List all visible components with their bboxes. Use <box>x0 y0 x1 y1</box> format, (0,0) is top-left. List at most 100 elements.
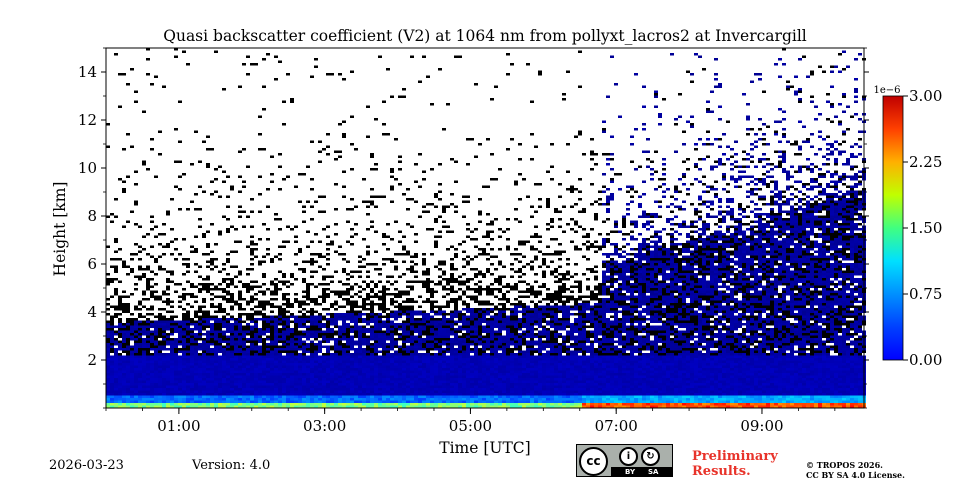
heatmap-cell <box>446 230 450 233</box>
heatmap-cell <box>182 355 186 358</box>
heatmap-cell <box>406 375 410 378</box>
heatmap-cell <box>490 288 494 291</box>
heatmap-cell <box>458 325 462 328</box>
heatmap-cell <box>342 320 346 323</box>
heatmap-cell <box>502 355 506 358</box>
heatmap-cell <box>126 390 130 393</box>
heatmap-cell <box>322 290 326 293</box>
heatmap-cell <box>206 363 210 366</box>
heatmap-cell <box>394 328 398 331</box>
heatmap-cell <box>114 325 118 328</box>
heatmap-cell <box>374 328 378 331</box>
heatmap-cell <box>402 273 406 276</box>
heatmap-cell <box>270 155 274 158</box>
heatmap-cell <box>422 403 426 406</box>
heatmap-cell <box>486 185 490 188</box>
heatmap-cell <box>470 355 474 358</box>
heatmap-cell <box>254 400 258 403</box>
heatmap-cell <box>190 323 194 326</box>
heatmap-cell <box>122 390 126 393</box>
heatmap-cell <box>402 405 406 408</box>
heatmap-cell <box>226 343 230 346</box>
heatmap-cell <box>254 380 258 383</box>
heatmap-cell <box>234 388 238 391</box>
heatmap-cell <box>166 318 170 321</box>
heatmap-cell <box>470 385 474 388</box>
heatmap-cell <box>122 350 126 353</box>
heatmap-cell <box>470 398 474 401</box>
heatmap-cell <box>382 368 386 371</box>
heatmap-cell <box>114 403 118 406</box>
heatmap-cell <box>450 340 454 343</box>
heatmap-cell <box>134 305 138 308</box>
heatmap-cell <box>406 388 410 391</box>
heatmap-cell <box>346 298 350 301</box>
heatmap-cell <box>478 333 482 336</box>
heatmap-cell <box>290 358 294 361</box>
heatmap-cell <box>118 308 122 311</box>
heatmap-cell <box>106 360 110 363</box>
heatmap-cell <box>170 348 174 351</box>
heatmap-cell <box>286 355 290 358</box>
heatmap-cell <box>446 313 450 316</box>
heatmap-cell <box>394 280 398 283</box>
heatmap-cell <box>278 323 282 326</box>
heatmap-cell <box>262 283 266 286</box>
heatmap-cell <box>166 405 170 408</box>
heatmap-cell <box>170 273 174 276</box>
heatmap-cell <box>386 275 390 278</box>
heatmap-cell <box>398 230 402 233</box>
heatmap-cell <box>238 270 242 273</box>
heatmap-cell <box>242 395 246 398</box>
heatmap-cell <box>162 398 166 401</box>
heatmap-cell <box>370 338 374 341</box>
heatmap-cell <box>322 148 326 151</box>
heatmap-cell <box>474 283 478 286</box>
heatmap-cell <box>450 343 454 346</box>
heatmap-cell <box>498 333 502 336</box>
heatmap-cell <box>178 373 182 376</box>
heatmap-cell <box>474 328 478 331</box>
heatmap-cell <box>222 393 226 396</box>
heatmap-cell <box>466 350 470 353</box>
heatmap-cell <box>158 323 162 326</box>
heatmap-cell <box>422 373 426 376</box>
heatmap-cell <box>490 325 494 328</box>
heatmap-cell <box>206 165 210 168</box>
heatmap-cell <box>114 293 118 296</box>
heatmap-cell <box>334 313 338 316</box>
heatmap-cell <box>282 335 286 338</box>
heatmap-cell <box>126 328 130 331</box>
heatmap-cell <box>398 303 402 306</box>
heatmap-cell <box>262 318 266 321</box>
heatmap-cell <box>342 185 346 188</box>
heatmap-cell <box>322 400 326 403</box>
heatmap-cell <box>414 233 418 236</box>
heatmap-cell <box>310 330 314 333</box>
heatmap-cell <box>150 390 154 393</box>
heatmap-cell <box>146 285 150 288</box>
heatmap-cell <box>138 360 142 363</box>
heatmap-cell <box>378 370 382 373</box>
heatmap-cell <box>366 338 370 341</box>
heatmap-cell <box>166 293 170 296</box>
heatmap-cell <box>398 160 402 163</box>
heatmap-cell <box>158 360 162 363</box>
heatmap-cell <box>306 295 310 298</box>
heatmap-cell <box>254 298 258 301</box>
heatmap-cell <box>178 393 182 396</box>
heatmap-cell <box>262 393 266 396</box>
heatmap-cell <box>378 355 382 358</box>
heatmap-cell <box>310 240 314 243</box>
heatmap-cell <box>374 400 378 403</box>
heatmap-cell <box>110 335 114 338</box>
heatmap-cell <box>310 75 314 78</box>
heatmap-cell <box>130 330 134 333</box>
heatmap-cell <box>418 333 422 336</box>
heatmap-cell <box>326 133 330 136</box>
heatmap-cell <box>254 248 258 251</box>
heatmap-cell <box>334 330 338 333</box>
heatmap-cell <box>314 335 318 338</box>
heatmap-cell <box>378 358 382 361</box>
heatmap-cell <box>262 403 266 406</box>
